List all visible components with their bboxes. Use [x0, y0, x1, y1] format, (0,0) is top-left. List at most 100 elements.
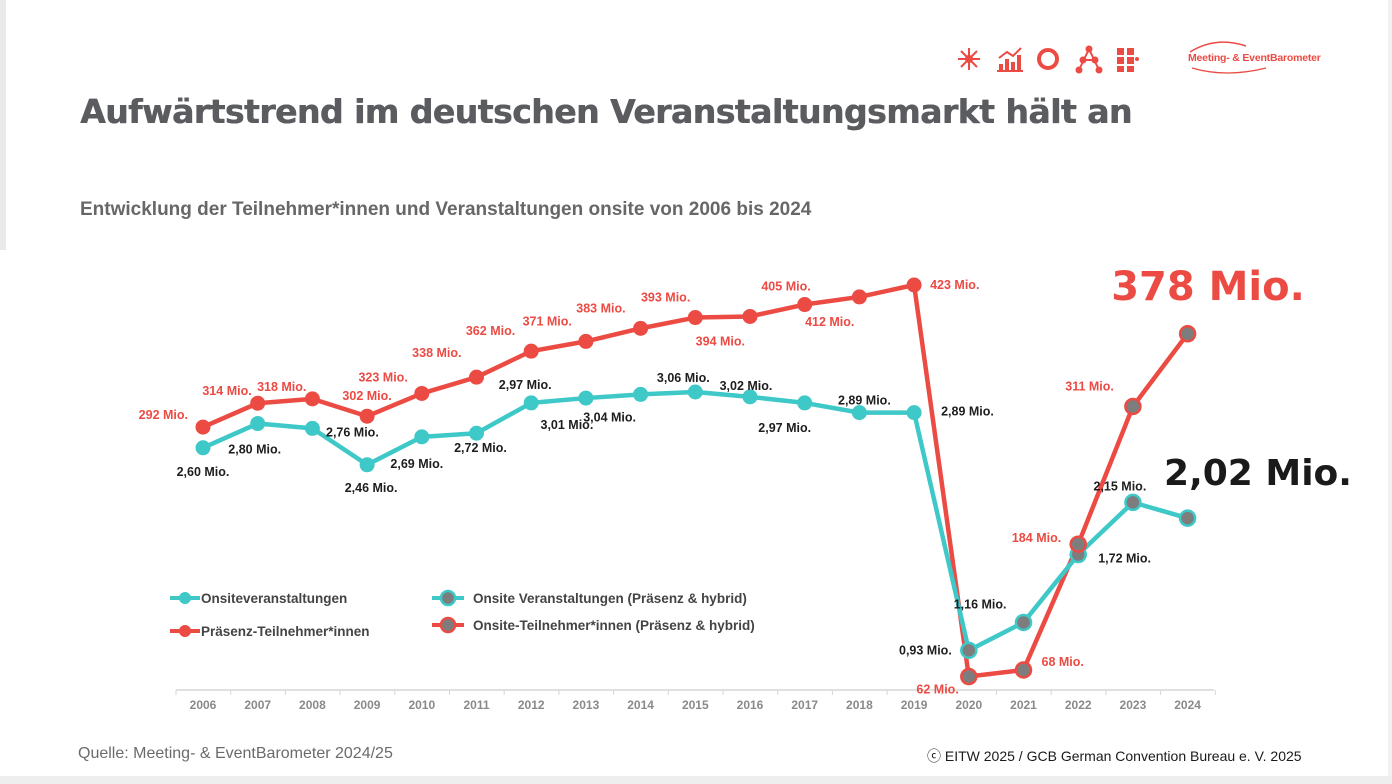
series-line: [200, 282, 917, 430]
data-point: [851, 405, 867, 421]
data-label: 3,04 Mio.: [583, 410, 636, 424]
x-tick-label: 2009: [354, 698, 381, 712]
copyright-note: ⓒ EITW 2025 / GCB German Convention Bure…: [927, 748, 1302, 764]
highlight-participants-2024: 378 Mio.: [1111, 264, 1305, 310]
x-tick-label: 2021: [1010, 698, 1037, 712]
series-line: [911, 282, 1190, 679]
data-point: [1124, 397, 1142, 416]
data-label: 62 Mio.: [916, 683, 958, 697]
data-label: 393 Mio.: [641, 291, 690, 305]
x-tick-label: 2016: [737, 698, 764, 712]
data-point: [906, 277, 922, 293]
data-label: 405 Mio.: [761, 280, 810, 294]
header-icon-row: [958, 45, 1139, 74]
data-point: [906, 405, 922, 421]
series-line: [200, 389, 917, 468]
data-label: 2,72 Mio.: [454, 441, 507, 455]
chart-subtitle: Entwicklung der Teilnehmer*innen und Ver…: [80, 199, 812, 220]
data-label: 302 Mio.: [342, 389, 391, 403]
data-point: [414, 385, 430, 401]
data-label: 2,46 Mio.: [345, 481, 398, 495]
x-tick-label: 2022: [1065, 698, 1092, 712]
data-label: 362 Mio.: [466, 324, 515, 338]
network-icon: [1075, 45, 1103, 74]
data-label: 394 Mio.: [696, 334, 745, 348]
legend-marker: [439, 589, 457, 607]
legend-marker: [179, 592, 191, 604]
right-edge-strip: [1388, 0, 1392, 784]
data-point: [304, 420, 320, 436]
data-point: [633, 320, 649, 336]
data-label: 2,89 Mio.: [838, 394, 891, 408]
data-label: 1,16 Mio.: [954, 597, 1007, 611]
source-note: Quelle: Meeting- & EventBarometer 2024/2…: [78, 745, 393, 762]
data-point: [687, 384, 703, 400]
data-point: [414, 429, 430, 445]
data-point: [359, 457, 375, 473]
brand-swoosh-icon: [1189, 41, 1267, 74]
x-tick-label: 2020: [955, 698, 982, 712]
data-point: [195, 440, 211, 456]
legend-marker: [439, 616, 457, 634]
data-label: 1,72 Mio.: [1098, 552, 1151, 566]
data-point: [742, 389, 758, 405]
highlight-events-2024: 2,02 Mio.: [1164, 453, 1352, 494]
x-tick-label: 2019: [901, 698, 928, 712]
data-label: 383 Mio.: [576, 301, 625, 315]
bar-chart-icon: [997, 47, 1023, 72]
bottom-edge-strip: [0, 776, 1392, 784]
x-tick-label: 2011: [463, 698, 489, 712]
series-line: [911, 410, 1190, 653]
data-point: [469, 425, 484, 441]
x-tick-label: 2012: [518, 698, 545, 712]
data-label: 2,69 Mio.: [390, 457, 443, 471]
data-label: 3,01 Mio.: [541, 418, 594, 432]
data-point: [523, 395, 539, 411]
data-label: 412 Mio.: [805, 315, 854, 329]
data-label: 2,97 Mio.: [499, 378, 552, 392]
x-tick-label: 2017: [791, 698, 818, 712]
data-point: [797, 297, 813, 313]
data-point: [195, 419, 211, 435]
data-label: 2,15 Mio.: [1094, 479, 1147, 493]
data-point: [250, 395, 266, 411]
data-point: [797, 395, 813, 411]
data-label: 68 Mio.: [1042, 655, 1084, 669]
data-point: [578, 333, 594, 349]
data-point: [742, 308, 758, 324]
legend-label: Onsite-Teilnehmer*innen (Präsenz & hybri…: [473, 618, 755, 633]
x-tick-label: 2023: [1120, 698, 1147, 712]
data-point: [250, 416, 266, 432]
data-label: 2,97 Mio.: [758, 421, 811, 435]
data-point: [851, 289, 867, 305]
x-tick-label: 2010: [408, 698, 435, 712]
data-label: 371 Mio.: [523, 314, 572, 328]
x-tick-label: 2018: [846, 698, 873, 712]
data-point: [1124, 493, 1142, 512]
data-label: 323 Mio.: [358, 370, 407, 384]
data-point: [304, 391, 320, 407]
data-point: [523, 343, 539, 359]
data-label: 311 Mio.: [1065, 379, 1114, 393]
data-point: [1178, 509, 1197, 527]
data-label: 423 Mio.: [930, 278, 979, 292]
data-label: 0,93 Mio.: [899, 643, 952, 657]
data-point: [1178, 325, 1197, 343]
data-label: 2,76 Mio.: [326, 425, 379, 439]
x-tick-label: 2006: [190, 698, 217, 712]
x-tick-label: 2007: [244, 698, 271, 712]
data-label: 3,06 Mio.: [657, 371, 710, 385]
x-tick-label: 2024: [1174, 698, 1201, 712]
data-label: 3,02 Mio.: [720, 379, 773, 393]
data-label: 2,80 Mio.: [228, 443, 281, 457]
data-point: [1069, 535, 1087, 553]
data-point: [359, 408, 375, 424]
legend-label: Onsiteveranstaltungen: [201, 591, 347, 606]
x-tick-label: 2015: [682, 698, 709, 712]
legend-label: Onsite Veranstaltungen (Präsenz & hybrid…: [473, 591, 747, 606]
data-point: [960, 641, 978, 660]
data-point: [633, 386, 649, 402]
x-tick-label: 2008: [299, 698, 326, 712]
ring-icon: [1037, 48, 1059, 70]
